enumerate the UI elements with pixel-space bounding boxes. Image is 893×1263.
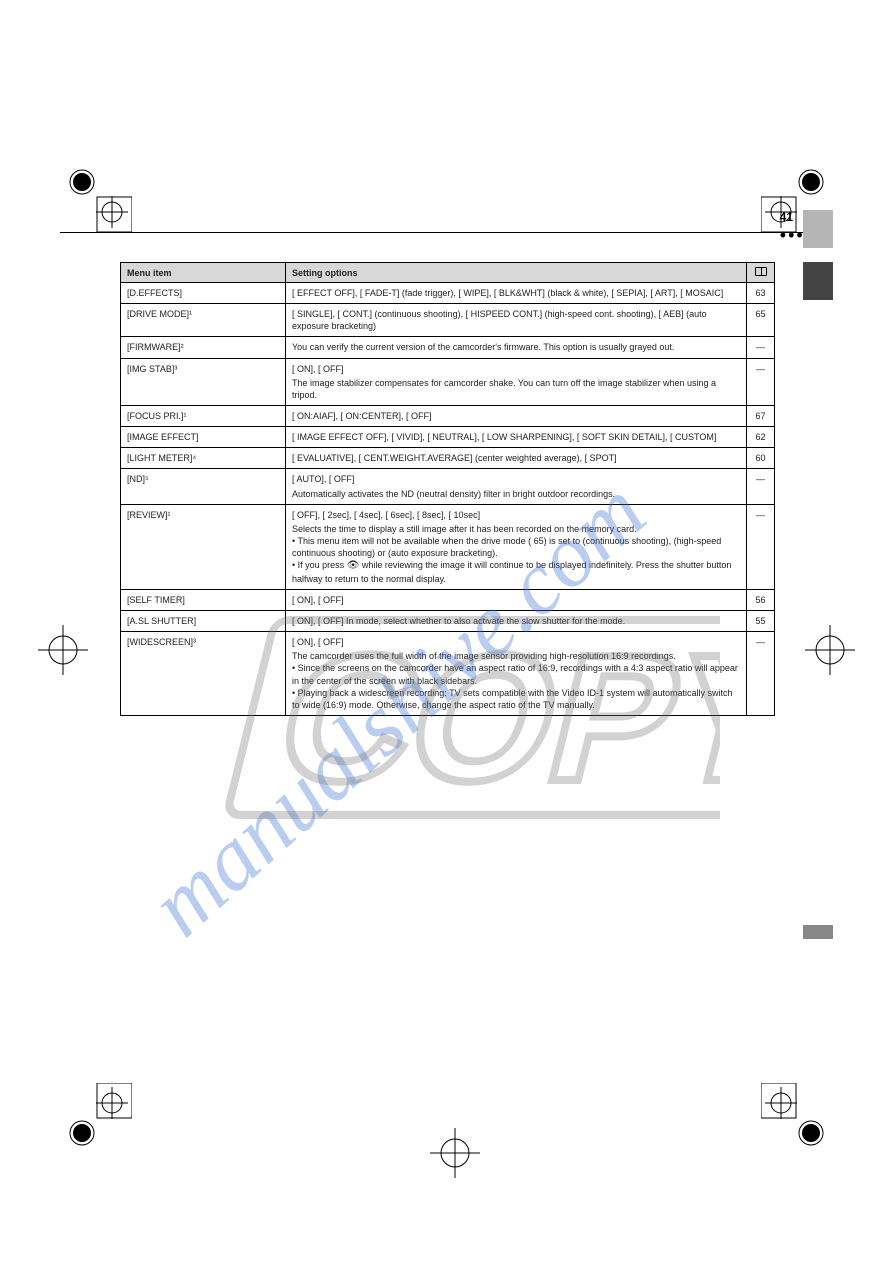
cell-note: Automatically activates the ND (neutral …: [292, 488, 740, 500]
thumb-tab-2: [803, 262, 833, 300]
header-rule: [60, 232, 820, 233]
cell-menu-item: [WIDESCREEN]³: [121, 632, 286, 716]
thumb-tab-3: [803, 925, 833, 939]
cell-setting-options: [ IMAGE EFFECT OFF], [ VIVID], [ NEUTRAL…: [286, 427, 747, 448]
table-row: [DRIVE MODE]¹[ SINGLE], [ CONT.] (contin…: [121, 304, 775, 337]
cell-ref: —: [747, 504, 775, 589]
page-number: 41: [780, 210, 793, 224]
cell-menu-item: [A.SL SHUTTER]: [121, 611, 286, 632]
cell-ref: —: [747, 632, 775, 716]
cell-ref: 60: [747, 448, 775, 469]
cell-ref: 56: [747, 589, 775, 610]
cell-menu-item: [ND]⁵: [121, 469, 286, 504]
table-row: [LIGHT METER]⁴[ EVALUATIVE], [ CENT.WEIG…: [121, 448, 775, 469]
col-setting-options: Setting options: [286, 263, 747, 283]
cell-note: Selects the time to display a still imag…: [292, 523, 740, 585]
thumb-tab-1: [803, 210, 833, 248]
cell-ref: 55: [747, 611, 775, 632]
reg-mark-bottom-center: [420, 1118, 490, 1188]
table-row: [WIDESCREEN]³[ ON], [ OFF]The camcorder …: [121, 632, 775, 716]
cell-menu-item: [LIGHT METER]⁴: [121, 448, 286, 469]
cell-ref: 62: [747, 427, 775, 448]
table-row: [IMAGE EFFECT][ IMAGE EFFECT OFF], [ VIV…: [121, 427, 775, 448]
table-row: [SELF TIMER][ ON], [ OFF]56: [121, 589, 775, 610]
reg-mark-top-left: [62, 162, 132, 232]
reg-mark-bottom-left: [62, 1083, 132, 1153]
cell-setting-options: [ ON], [ OFF]The image stabilizer compen…: [286, 358, 747, 405]
table-row: [D.EFFECTS][ EFFECT OFF], [ FADE-T] (fad…: [121, 283, 775, 304]
reg-mark-bottom-right: [761, 1083, 831, 1153]
cell-setting-options: [ ON], [ OFF] In mode, select whether to…: [286, 611, 747, 632]
display-icon: 👁: [347, 559, 360, 573]
cell-ref: 65: [747, 304, 775, 337]
cell-setting-options: [ ON:AIAF], [ ON:CENTER], [ OFF]: [286, 405, 747, 426]
cell-setting-options: [ AUTO], [ OFF]Automatically activates t…: [286, 469, 747, 504]
cell-menu-item: [FOCUS PRI.]¹: [121, 405, 286, 426]
cell-setting-options: [ OFF], [ 2sec], [ 4sec], [ 6sec], [ 8se…: [286, 504, 747, 589]
table-row: [FOCUS PRI.]¹[ ON:AIAF], [ ON:CENTER], […: [121, 405, 775, 426]
table-row: [FIRMWARE]²You can verify the current ve…: [121, 337, 775, 358]
settings-table: Menu item Setting options [D.EFFECTS][ E…: [120, 262, 775, 716]
book-icon: [755, 267, 767, 276]
table-row: [IMG STAB]³[ ON], [ OFF]The image stabil…: [121, 358, 775, 405]
cell-note: The camcorder uses the full width of the…: [292, 650, 740, 711]
col-ref: [747, 263, 775, 283]
table-row: [ND]⁵[ AUTO], [ OFF]Automatically activa…: [121, 469, 775, 504]
table-row: [REVIEW]¹[ OFF], [ 2sec], [ 4sec], [ 6se…: [121, 504, 775, 589]
cell-menu-item: [D.EFFECTS]: [121, 283, 286, 304]
cell-note: The image stabilizer compensates for cam…: [292, 377, 740, 401]
table-row: [A.SL SHUTTER][ ON], [ OFF] In mode, sel…: [121, 611, 775, 632]
cell-setting-options: You can verify the current version of th…: [286, 337, 747, 358]
col-menu-item: Menu item: [121, 263, 286, 283]
cell-ref: 67: [747, 405, 775, 426]
reg-mark-mid-left: [28, 615, 98, 685]
cell-ref: —: [747, 358, 775, 405]
cell-setting-options: [ SINGLE], [ CONT.] (continuous shooting…: [286, 304, 747, 337]
reg-mark-mid-right: [795, 615, 865, 685]
cell-ref: 63: [747, 283, 775, 304]
cell-ref: —: [747, 469, 775, 504]
cell-setting-options: [ ON], [ OFF]: [286, 589, 747, 610]
cell-menu-item: [IMAGE EFFECT]: [121, 427, 286, 448]
cell-setting-options: [ EVALUATIVE], [ CENT.WEIGHT.AVERAGE] (c…: [286, 448, 747, 469]
cell-menu-item: [DRIVE MODE]¹: [121, 304, 286, 337]
cell-setting-options: [ EFFECT OFF], [ FADE-T] (fade trigger),…: [286, 283, 747, 304]
cell-ref: —: [747, 337, 775, 358]
cell-setting-options: [ ON], [ OFF]The camcorder uses the full…: [286, 632, 747, 716]
cell-menu-item: [IMG STAB]³: [121, 358, 286, 405]
table-header-row: Menu item Setting options: [121, 263, 775, 283]
cell-menu-item: [REVIEW]¹: [121, 504, 286, 589]
cell-menu-item: [SELF TIMER]: [121, 589, 286, 610]
cell-menu-item: [FIRMWARE]²: [121, 337, 286, 358]
